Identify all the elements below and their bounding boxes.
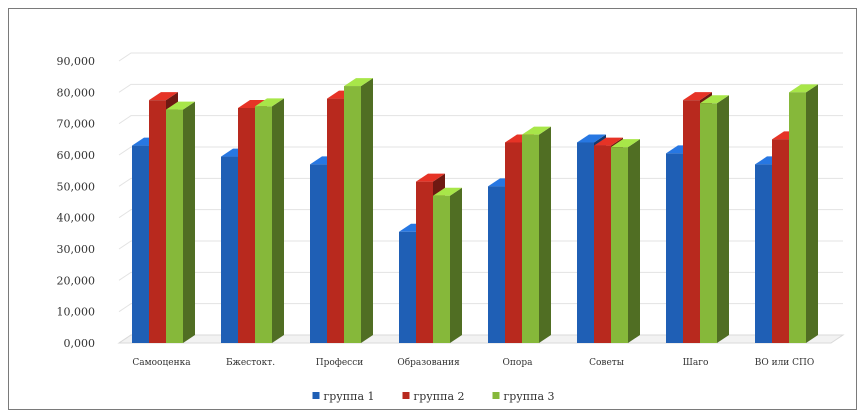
bar-front bbox=[666, 153, 683, 343]
bar-top bbox=[700, 95, 729, 104]
x-category-label: Шаго bbox=[683, 358, 709, 368]
y-tick-label: 50,000 bbox=[57, 180, 96, 193]
bar-front bbox=[255, 106, 272, 343]
bar-front bbox=[149, 100, 166, 344]
bar-top bbox=[789, 84, 818, 93]
bar-top bbox=[522, 126, 551, 135]
bar bbox=[344, 78, 373, 344]
bar-front bbox=[399, 231, 416, 343]
bars bbox=[132, 78, 818, 344]
bar-top bbox=[611, 139, 640, 148]
chart-frame: 0,000 10,000 20,000 30,000 40,000 50,000 60,00… bbox=[8, 8, 857, 410]
gridline bbox=[118, 52, 843, 62]
bar-side bbox=[628, 139, 640, 343]
bar-front bbox=[221, 156, 238, 343]
bar-front bbox=[772, 139, 789, 343]
bar-front bbox=[522, 134, 539, 343]
legend-label: группа 1 bbox=[324, 390, 375, 403]
bar-front bbox=[238, 108, 255, 343]
y-tick-label: 10,000 bbox=[57, 306, 96, 319]
bar-front bbox=[310, 164, 327, 343]
bar-side bbox=[450, 187, 462, 343]
bar-side bbox=[717, 95, 729, 343]
bar bbox=[700, 95, 729, 343]
bar-front bbox=[505, 142, 522, 343]
y-tick-label: 0,000 bbox=[64, 337, 96, 350]
bar bbox=[789, 84, 818, 343]
x-category-label: Опора bbox=[503, 358, 534, 368]
x-axis-categories: Самооценка Бжестокт. Професси Образования Оп… bbox=[132, 357, 814, 368]
bar-front bbox=[700, 103, 717, 343]
x-category-label: Советы bbox=[589, 358, 624, 368]
x-category-label: Образования bbox=[397, 357, 460, 368]
bar-front bbox=[594, 145, 611, 343]
bar-front bbox=[433, 195, 450, 343]
bar-front bbox=[755, 164, 772, 343]
x-category-label: Самооценка bbox=[132, 358, 191, 368]
bar-front bbox=[344, 86, 361, 344]
bar bbox=[611, 139, 640, 343]
legend-label: группа 2 bbox=[414, 390, 465, 403]
legend-item: группа 2 bbox=[402, 390, 465, 403]
chart-svg: 0,000 10,000 20,000 30,000 40,000 50,000 60,00… bbox=[57, 52, 845, 403]
gridline bbox=[118, 115, 843, 125]
bar-top bbox=[433, 187, 462, 196]
x-category-label: Професси bbox=[316, 358, 363, 368]
bar-front bbox=[683, 100, 700, 344]
y-tick-label: 40,000 bbox=[57, 212, 96, 225]
x-category-label: ВО или СПО bbox=[755, 358, 815, 368]
bar-top bbox=[149, 92, 178, 101]
bar-side bbox=[806, 84, 818, 343]
bar-top bbox=[416, 173, 445, 182]
legend-item: группа 3 bbox=[492, 390, 555, 403]
bar-side bbox=[272, 98, 284, 343]
bar-top bbox=[594, 137, 623, 146]
bar bbox=[255, 98, 284, 343]
bar bbox=[166, 101, 195, 343]
bar-top bbox=[238, 100, 267, 108]
bar-top bbox=[577, 134, 606, 143]
y-axis-ticks: 0,000 10,000 20,000 30,000 40,000 50,000 60,00… bbox=[57, 55, 96, 350]
legend-item: группа 1 bbox=[312, 390, 375, 403]
bar-top bbox=[683, 92, 712, 101]
bar-front bbox=[327, 98, 344, 343]
legend-swatch bbox=[492, 392, 500, 399]
bar-front bbox=[132, 145, 149, 343]
bar-front bbox=[166, 109, 183, 343]
legend-swatch bbox=[312, 392, 320, 399]
bar-top bbox=[255, 98, 284, 107]
bar-top bbox=[344, 78, 373, 87]
bar-front bbox=[789, 92, 806, 343]
y-tick-label: 70,000 bbox=[57, 118, 96, 131]
legend-swatch bbox=[402, 392, 410, 399]
bar-side bbox=[183, 101, 195, 343]
y-tick-label: 20,000 bbox=[57, 274, 96, 287]
bar-front bbox=[577, 142, 594, 343]
y-tick-label: 80,000 bbox=[57, 86, 96, 99]
bar-front bbox=[611, 147, 628, 343]
bar bbox=[522, 126, 551, 343]
bar-top bbox=[166, 101, 195, 110]
y-tick-label: 60,000 bbox=[57, 149, 96, 162]
legend-label: группа 3 bbox=[504, 390, 555, 403]
bar bbox=[433, 187, 462, 343]
gridline bbox=[118, 83, 843, 93]
bar-front bbox=[488, 186, 505, 343]
x-category-label: Бжестокт. bbox=[226, 358, 275, 368]
bar-front bbox=[416, 181, 433, 343]
bar-side bbox=[539, 126, 551, 343]
bar-side bbox=[361, 78, 373, 344]
legend: группа 1 группа 2 группа 3 bbox=[312, 390, 555, 403]
y-tick-label: 90,000 bbox=[57, 55, 96, 68]
y-tick-label: 30,000 bbox=[57, 243, 96, 256]
